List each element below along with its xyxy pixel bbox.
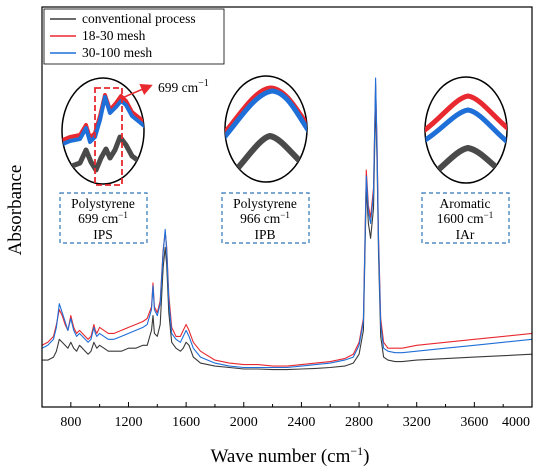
inset3-line-18-30: [425, 93, 507, 135]
inset3-line-30-100: [425, 107, 507, 146]
svg-text:Aromatic: Aromatic: [440, 196, 491, 211]
x-tick-label-1600: 1600: [172, 415, 200, 430]
x-tick-label-4000: 4000: [502, 415, 530, 430]
x-axis-label: Wave number (cm−1): [211, 444, 370, 467]
x-tick-label-2800: 2800: [345, 415, 373, 430]
svg-text:IPB: IPB: [254, 227, 275, 242]
x-tick-label-2000: 2000: [230, 415, 258, 430]
annotation-box-ipb: Polystyrene 966 cm−1 IPB: [221, 192, 310, 244]
plot-frame: [41, 6, 533, 408]
legend-label-30-100: 30-100 mesh: [82, 45, 152, 60]
callout-label: 699 cm−1: [158, 78, 209, 95]
inset1-line-conventional: [62, 134, 144, 177]
legend-label-18-30: 18-30 mesh: [82, 28, 146, 43]
y-axis-label: Absorbance: [5, 165, 26, 256]
svg-text:699 cm−1: 699 cm−1: [78, 210, 128, 226]
svg-text:IAr: IAr: [456, 227, 475, 242]
inset1-highlight-box: [94, 87, 123, 186]
inset1-line-30-100: [62, 95, 144, 148]
legend: conventional process 18-30 mesh 30-100 m…: [43, 8, 225, 65]
inset-polystyrene-966: [224, 75, 308, 183]
x-tick-label-3200: 3200: [403, 415, 431, 430]
annotation-box-iar: Aromatic 1600 cm−1 IAr: [421, 192, 510, 244]
svg-text:966 cm−1: 966 cm−1: [240, 210, 290, 226]
series-line-2: [42, 77, 532, 369]
callout-arrow: [121, 84, 153, 99]
svg-text:Polystyrene: Polystyrene: [233, 196, 297, 211]
x-tick-label-1200: 1200: [114, 415, 142, 430]
series-layer: [42, 77, 532, 371]
inset2-line-30-100: [225, 88, 307, 142]
x-tick-label-800: 800: [60, 415, 81, 430]
svg-text:1600 cm−1: 1600 cm−1: [437, 210, 493, 226]
inset-aromatic-1600: [424, 76, 508, 184]
annotation-box-ips: Polystyrene 699 cm−1 IPS: [59, 192, 148, 244]
legend-label-conventional: conventional process: [82, 11, 196, 26]
x-axis-ticks: 800 1200 1600 2000 2400 2800 3200 3600 4000: [41, 402, 533, 430]
x-tick-label-2400: 2400: [287, 415, 315, 430]
x-tick-label-3600: 3600: [460, 415, 488, 430]
svg-text:Polystyrene: Polystyrene: [71, 196, 135, 211]
inset-polystyrene-699: [61, 77, 145, 186]
svg-text:IPS: IPS: [93, 227, 113, 242]
